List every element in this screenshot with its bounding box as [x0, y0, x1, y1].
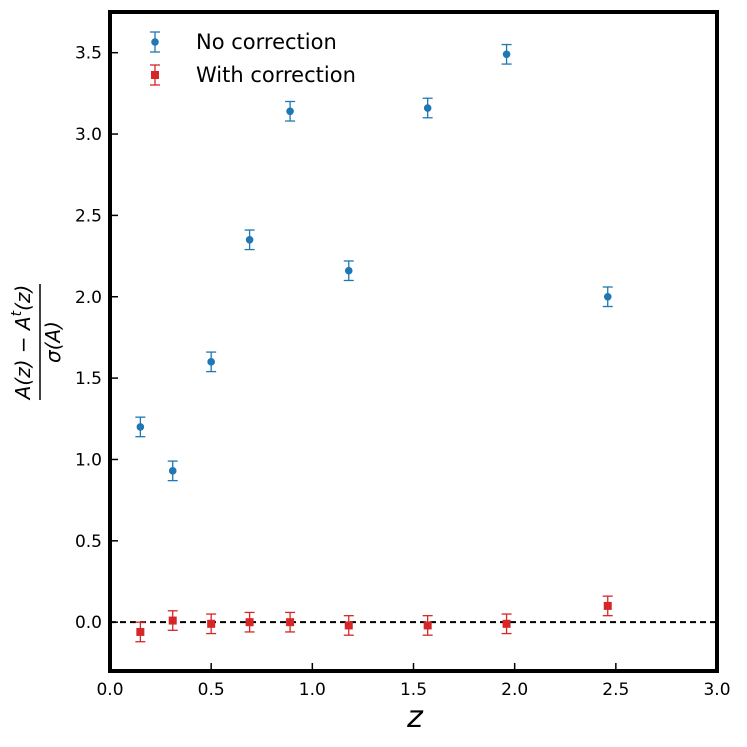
legend-entry-1: No correction	[150, 30, 337, 54]
x-axis-label: z	[406, 700, 424, 735]
y-tick-label: 2.0	[75, 288, 102, 308]
x-tick-label: 3.0	[703, 680, 730, 700]
plot-layer	[110, 43, 717, 643]
legend-label: No correction	[196, 30, 337, 54]
data-point	[423, 621, 432, 630]
data-point	[136, 423, 145, 431]
y-tick-label: 0.0	[75, 613, 102, 633]
y-axis-label: A(z) − At(z) σ(A)	[9, 284, 65, 401]
y-axis-label-numerator: A(z) − At(z)	[9, 285, 35, 402]
data-point	[603, 601, 612, 610]
data-point	[502, 50, 511, 59]
legend-marker	[151, 71, 159, 79]
data-point	[344, 621, 353, 630]
data-point	[245, 236, 254, 244]
data-point	[502, 619, 511, 628]
data-point	[136, 627, 145, 636]
data-point	[286, 618, 295, 627]
x-tick-label: 0.0	[96, 680, 123, 700]
y-axis-label-numerator-tail: (z)	[11, 285, 35, 311]
ticks-layer: 0.0 0.5 1.0 1.5 2.0 2.5 3.0 0.0 0.5 1.0 1.5 2.0 2.5 3…	[75, 44, 731, 700]
data-point	[207, 619, 216, 628]
y-tick-label: 1.0	[75, 450, 102, 470]
data-point	[168, 467, 177, 475]
x-tick-label: 1.5	[400, 680, 427, 700]
legend: No correction With correction	[150, 30, 356, 87]
y-tick-label: 1.5	[75, 369, 102, 389]
legend-label: With correction	[196, 63, 356, 87]
y-tick-label: 3.5	[75, 44, 102, 64]
y-axis-label-superscript: t	[9, 310, 25, 316]
data-point	[168, 616, 177, 625]
data-point	[603, 292, 612, 301]
data-point	[344, 266, 353, 275]
x-tick-label: 1.0	[299, 680, 326, 700]
data-point	[423, 104, 432, 112]
y-tick-label: 3.0	[75, 125, 102, 145]
y-axis-label-denominator: σ(A)	[41, 321, 65, 363]
data-point	[207, 358, 215, 366]
data-point	[245, 618, 254, 627]
series-2	[135, 595, 613, 643]
legend-entry-2: With correction	[150, 63, 356, 87]
series-1	[135, 43, 613, 482]
data-point	[286, 107, 294, 116]
x-tick-label: 0.5	[198, 680, 225, 700]
plot-frame	[108, 10, 719, 673]
legend-marker	[151, 38, 159, 46]
y-tick-label: 2.5	[75, 206, 102, 226]
x-tick-label: 2.0	[501, 680, 528, 700]
y-axis-label-numerator-head: A(z) − A	[11, 316, 35, 401]
y-tick-label: 0.5	[75, 532, 102, 552]
x-tick-label: 2.5	[602, 680, 629, 700]
